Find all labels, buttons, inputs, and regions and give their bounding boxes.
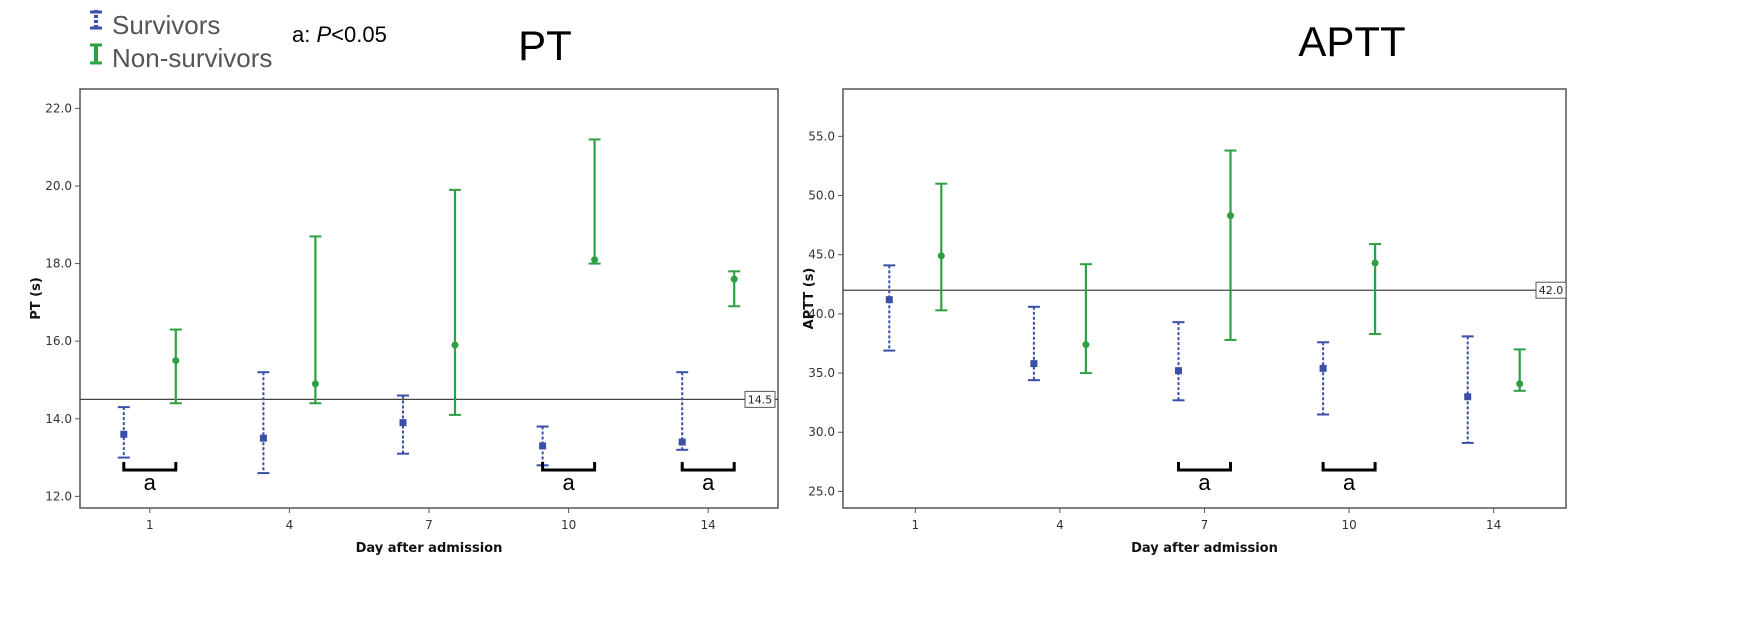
mean-marker-survivors <box>120 430 128 438</box>
mean-marker-non-survivors <box>1371 259 1379 267</box>
significance-bracket <box>1177 462 1232 472</box>
x-tick-label: 14 <box>701 518 716 532</box>
mean-marker-survivors <box>1319 364 1327 372</box>
mean-marker-survivors <box>678 438 686 446</box>
significance-label: a <box>144 470 157 495</box>
mean-marker-non-survivors <box>730 275 738 283</box>
mean-marker-non-survivors <box>591 256 599 264</box>
plot-frame <box>79 88 779 509</box>
reference-line-label-box <box>744 390 776 408</box>
significance-note: a: P<0.05 <box>292 22 387 47</box>
y-tick-label: 45.0 <box>808 248 835 262</box>
significance-bracket <box>680 462 736 472</box>
mean-marker-survivors <box>1030 360 1038 368</box>
mean-marker-non-survivors <box>451 341 459 349</box>
mean-marker-survivors <box>1175 367 1182 375</box>
legend-non-survivors-icon <box>90 43 102 65</box>
mean-marker-survivors <box>399 419 407 427</box>
mean-marker-non-survivors <box>1227 212 1234 220</box>
y-axis-label: PT (s) <box>29 277 44 320</box>
x-axis-label: Day after admission <box>356 541 503 556</box>
x-tick-label: 10 <box>561 518 576 532</box>
significance-bracket <box>1321 462 1377 472</box>
pt-chart-title: PT <box>518 22 572 69</box>
x-tick-label: 1 <box>911 518 919 532</box>
aptt-chart-title: APTT <box>1298 18 1405 65</box>
x-tick-label: 10 <box>1341 518 1356 532</box>
y-tick-label: 20.0 <box>45 179 72 193</box>
y-tick-label: 30.0 <box>808 425 835 439</box>
mean-marker-non-survivors <box>172 357 180 365</box>
x-axis-label: Day after admission <box>1131 541 1278 556</box>
y-tick-label: 35.0 <box>808 366 835 380</box>
x-tick-label: 4 <box>286 518 294 532</box>
mean-marker-non-survivors <box>1516 380 1524 388</box>
significance-label: a <box>562 470 575 495</box>
mean-marker-non-survivors <box>937 252 945 260</box>
y-axis-label: APTT (s) <box>802 268 817 330</box>
x-tick-label: 7 <box>425 518 433 532</box>
legend-non-survivors-label: Non-survivors <box>112 43 272 73</box>
y-tick-label: 12.0 <box>45 489 72 503</box>
y-tick-label: 55.0 <box>808 129 835 143</box>
significance-label: a <box>1343 470 1356 495</box>
mean-marker-non-survivors <box>311 380 319 388</box>
plot-frame <box>842 88 1567 509</box>
x-tick-label: 1 <box>146 518 154 532</box>
y-tick-label: 25.0 <box>808 484 835 498</box>
y-tick-label: 18.0 <box>45 257 72 271</box>
legend: Survivors Non-survivors <box>90 10 272 73</box>
legend-survivors-label: Survivors <box>112 10 220 40</box>
significance-bracket <box>541 462 597 472</box>
mean-marker-non-survivors <box>1082 341 1090 349</box>
y-tick-label: 40.0 <box>808 307 835 321</box>
x-tick-label: 4 <box>1056 518 1064 532</box>
significance-bracket <box>122 462 178 472</box>
y-tick-label: 50.0 <box>808 189 835 203</box>
x-tick-label: 7 <box>1201 518 1209 532</box>
mean-marker-survivors <box>885 296 893 304</box>
y-tick-label: 16.0 <box>45 334 72 348</box>
reference-line-label: 42.0 <box>1539 284 1564 297</box>
y-tick-label: 14.0 <box>45 412 72 426</box>
mean-marker-survivors <box>259 434 267 442</box>
reference-line-label-box <box>1535 281 1567 299</box>
x-tick-label: 14 <box>1486 518 1501 532</box>
mean-marker-survivors <box>1464 393 1472 401</box>
legend-survivors-icon <box>90 10 102 30</box>
y-tick-label: 22.0 <box>45 101 72 115</box>
reference-line-label: 14.5 <box>748 393 773 406</box>
mean-marker-survivors <box>539 442 547 450</box>
significance-label: a <box>1198 470 1211 495</box>
significance-label: a <box>702 470 715 495</box>
